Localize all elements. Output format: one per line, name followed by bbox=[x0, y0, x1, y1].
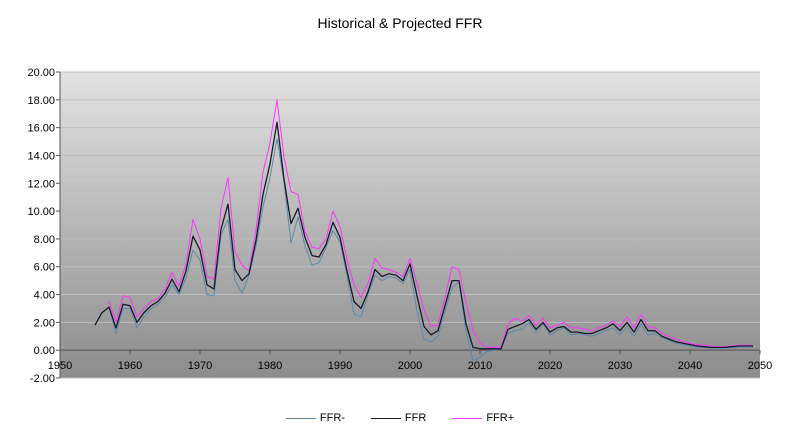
y-tick-label: 2.00 bbox=[34, 317, 55, 329]
y-tick-label: 6.00 bbox=[34, 262, 55, 274]
y-tick-label: 20.00 bbox=[27, 67, 55, 79]
x-tick-label: 1990 bbox=[328, 360, 352, 372]
chart-title: Historical & Projected FFR bbox=[317, 15, 483, 31]
series-lines bbox=[94, 99, 754, 362]
legend-item: FFR bbox=[370, 412, 427, 424]
x-tick-label: 1960 bbox=[118, 360, 142, 372]
tick-labels: -2.00 0.00 2.00 4.00 6.00 8.00 10.00 12.00 14.00… bbox=[27, 67, 772, 385]
y-tick-label: 16.00 bbox=[27, 123, 55, 135]
x-tick-label: 1970 bbox=[188, 360, 212, 372]
x-tick-label: 2010 bbox=[468, 360, 492, 372]
x-tick-label: 1980 bbox=[258, 360, 282, 372]
legend-swatch bbox=[285, 417, 316, 419]
legend-item: FFR- bbox=[285, 412, 345, 424]
y-tick-label: 10.00 bbox=[27, 206, 55, 218]
x-tick-label: 2000 bbox=[398, 360, 422, 372]
series-line-ffr bbox=[94, 121, 753, 350]
legend-swatch bbox=[370, 417, 401, 419]
axes bbox=[56, 71, 761, 379]
y-tick-label: 4.00 bbox=[34, 290, 55, 302]
y-tick-label: 14.00 bbox=[27, 150, 55, 162]
y-tick-label: 0.00 bbox=[34, 345, 55, 357]
legend-label: FFR+ bbox=[486, 412, 515, 424]
plot-area bbox=[60, 72, 760, 378]
legend: FFR- FFR FFR+ bbox=[0, 412, 800, 424]
series-line-ffr-plus bbox=[108, 99, 753, 348]
legend-label: FFR bbox=[404, 412, 427, 424]
y-tick-label: -2.00 bbox=[30, 373, 55, 385]
legend-label: FFR- bbox=[319, 412, 345, 424]
x-tick-label: 1950 bbox=[48, 360, 72, 372]
legend-swatch bbox=[452, 417, 483, 419]
x-tick-label: 2020 bbox=[538, 360, 562, 372]
y-tick-label: 12.00 bbox=[27, 178, 55, 190]
y-tick-label: 8.00 bbox=[34, 234, 55, 246]
x-tick-label: 2030 bbox=[608, 360, 632, 372]
y-tick-label: 18.00 bbox=[27, 95, 55, 107]
x-tick-label: 2050 bbox=[748, 360, 772, 372]
x-tick-label: 2040 bbox=[678, 360, 702, 372]
series-line-ffr-minus bbox=[94, 138, 754, 362]
legend-item: FFR+ bbox=[452, 412, 514, 424]
